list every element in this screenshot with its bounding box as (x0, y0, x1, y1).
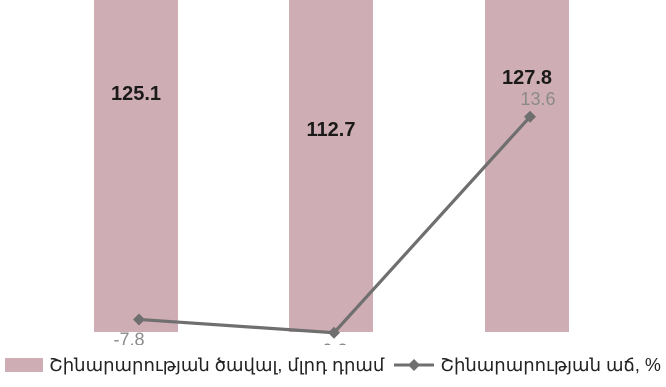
growth-value-label-3: 13.6 (520, 89, 555, 109)
chart-plot: 125.1 112.7 127.8 -7.8 -9.2 13.6 (94, 0, 569, 345)
legend-line-label: Շինարարության աճ, % (440, 354, 661, 375)
legend-bar-swatch (5, 358, 44, 372)
bar-2 (289, 0, 373, 333)
growth-point-3 (524, 110, 536, 123)
legend-bar-label: Շինարարության ծավալ, մլրդ դրամ (49, 354, 385, 375)
bar-1 (94, 0, 178, 332)
bar-3 (485, 0, 569, 332)
growth-point-2 (328, 326, 340, 339)
legend-item-bar: Շինարարության ծավալ, մլրդ դրամ (5, 355, 384, 376)
bar-value-label-3: 127.8 (502, 67, 552, 89)
growth-value-label-2: -9.2 (316, 341, 347, 345)
legend-item-line: Շինարարության աճ, % (394, 355, 661, 376)
bar-value-label-1: 125.1 (111, 83, 161, 105)
growth-value-label-1: -7.8 (113, 329, 144, 345)
legend-line-marker-icon (394, 359, 435, 371)
growth-point-1 (133, 313, 145, 326)
chart-legend: Շինարարության ծավալ, մլրդ դրամ Շինարարու… (0, 350, 666, 380)
bar-value-label-2: 112.7 (307, 119, 356, 141)
